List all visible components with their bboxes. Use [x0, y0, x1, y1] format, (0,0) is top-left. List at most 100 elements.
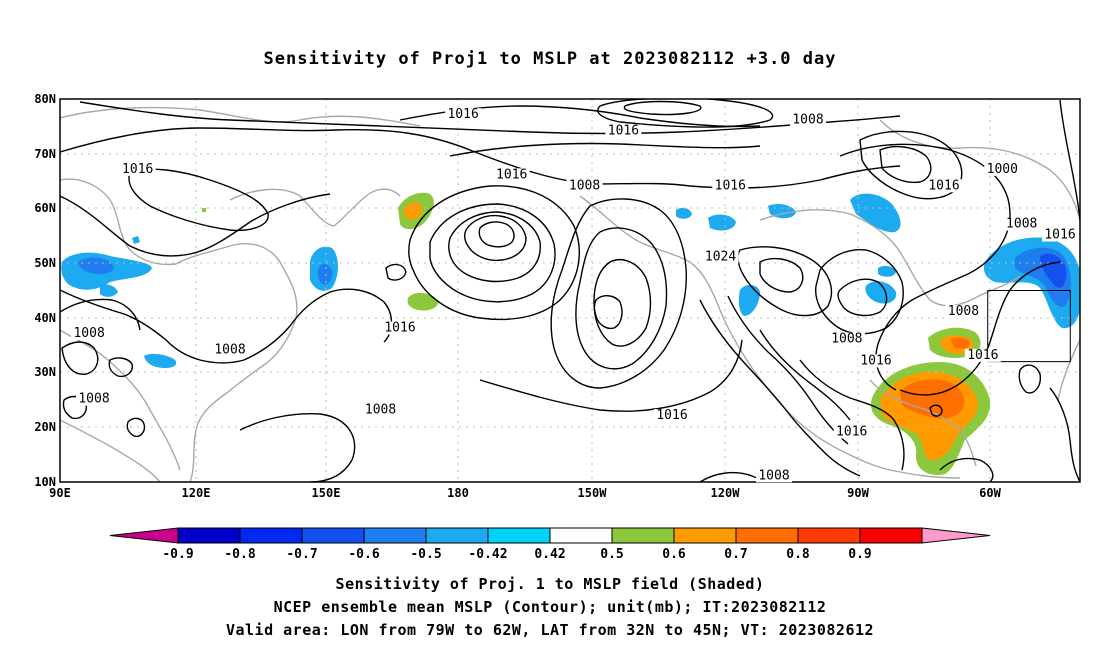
- negative-sensitivity-area: [738, 284, 760, 316]
- lat-axis: 80N 70N 60N 50N 40N 30N 20N 10N: [34, 92, 56, 489]
- lat-tick-label: 50N: [34, 256, 56, 270]
- contour-label: 1016: [1044, 228, 1075, 243]
- colorbar-label: 0.6: [662, 547, 686, 562]
- negative-sensitivity-area: [865, 281, 897, 304]
- colorbar-box: [487, 527, 551, 544]
- sensitivity-map: 1016 1008 1016 1016 1016 1008 1016 1016 1000 1008…: [34, 92, 1081, 500]
- contour-label-bg: [119, 162, 156, 176]
- colorbar-label: 0.9: [848, 547, 871, 562]
- lon-tick-label: 90W: [847, 486, 869, 500]
- positive-sensitivity-area: [950, 337, 970, 349]
- colorbar-label: 0.7: [724, 547, 747, 562]
- contour-label-bg: [756, 469, 792, 483]
- colorbar-box: [549, 527, 613, 544]
- lon-tick-label: 120W: [711, 486, 741, 500]
- colorbar-label: -0.9: [162, 547, 193, 562]
- contour-label: 1000: [987, 162, 1018, 177]
- contour-label: 1008: [73, 326, 104, 341]
- negative-sensitivity-area: [132, 236, 140, 244]
- contour-label: 1016: [447, 107, 478, 122]
- contour-label: 1008: [948, 304, 979, 319]
- contour-label: 1008: [569, 178, 600, 193]
- lat-tick-label: 70N: [34, 147, 56, 161]
- colorbar-label: -0.8: [224, 547, 255, 562]
- lon-tick-label: 180: [447, 486, 469, 500]
- colorbar-min-triangle: [109, 527, 179, 544]
- contour-label-bg: [71, 327, 108, 341]
- negative-sensitivity-area: [78, 257, 114, 274]
- colorbar-box: [301, 527, 365, 544]
- contour-label-bg: [702, 250, 739, 264]
- contour-label: 1008: [758, 468, 789, 483]
- contour-label: 1008: [792, 113, 823, 128]
- contour-label-bg: [76, 392, 112, 406]
- negative-sensitivity-area: [676, 207, 692, 219]
- contour-label-bg: [1003, 217, 1040, 231]
- caption-contour: NCEP ensemble mean MSLP (Contour); unit(…: [273, 598, 827, 616]
- colorbar: -0.9 -0.8 -0.7 -0.6 -0.5 -0.42 0.42 0.5 0.6 0.7 0.…: [109, 527, 991, 562]
- contour-label: 1016: [860, 353, 891, 368]
- contour-label-bg: [1042, 228, 1078, 242]
- colorbar-box: [425, 527, 489, 544]
- negative-sensitivity-area: [878, 265, 896, 277]
- contour-label: 1016: [384, 321, 415, 336]
- lon-tick-label: 60W: [979, 486, 1001, 500]
- contour-label-bg: [858, 354, 894, 368]
- contour-label-bg: [212, 343, 248, 357]
- contour-label: 1016: [656, 408, 687, 423]
- positive-sensitivity-area: [900, 379, 965, 419]
- colorbar-boxes: [109, 527, 991, 544]
- lat-tick-label: 20N: [34, 420, 56, 434]
- caption-shading: Sensitivity of Proj. 1 to MSLP field (Sh…: [335, 575, 765, 593]
- lat-tick-label: 30N: [34, 365, 56, 379]
- negative-sensitivity-area: [850, 193, 901, 233]
- contour-label-bg: [964, 348, 1001, 362]
- colorbar-box: [611, 527, 675, 544]
- contour-label: 1008: [1006, 217, 1037, 232]
- contour-label: 1016: [496, 167, 527, 182]
- negative-sensitivity-area: [100, 284, 118, 297]
- negative-sensitivity-area: [202, 208, 206, 212]
- contour-label-bg: [362, 403, 399, 417]
- contour-label: 1016: [608, 124, 639, 139]
- coastlines: [60, 106, 1080, 482]
- lat-tick-label: 10N: [34, 475, 56, 489]
- contour-label-bg: [945, 305, 982, 319]
- lat-tick-label: 40N: [34, 311, 56, 325]
- map-title: Sensitivity of Proj1 to MSLP at 20230821…: [263, 49, 837, 69]
- colorbar-box: [177, 527, 241, 544]
- contour-label: 1008: [214, 342, 245, 357]
- lon-tick-label: 120E: [182, 486, 211, 500]
- contour-label: 1016: [967, 348, 998, 363]
- contour-label-bg: [926, 179, 962, 193]
- negative-sensitivity-area: [144, 353, 177, 368]
- colorbar-label: -0.42: [468, 547, 507, 562]
- contour-label: 1016: [715, 178, 746, 193]
- contour-label-bg: [445, 108, 482, 122]
- colorbar-box: [735, 527, 799, 544]
- negative-sensitivity-area: [708, 214, 736, 231]
- colorbar-label: 0.42: [534, 547, 565, 562]
- colorbar-label: 0.8: [786, 547, 810, 562]
- lon-tick-label: 90E: [49, 486, 71, 500]
- colorbar-box: [797, 527, 861, 544]
- contour-label: 1016: [928, 178, 959, 193]
- contour-label: 1008: [365, 403, 396, 418]
- positive-sensitivity-area: [403, 202, 423, 220]
- lat-tick-label: 80N: [34, 92, 56, 106]
- contour-label: 1016: [836, 424, 867, 439]
- contour-label-bg: [833, 425, 870, 439]
- contour-label: 1008: [831, 331, 862, 346]
- contour-label: 1024: [705, 249, 736, 264]
- contour-label-bg: [654, 409, 690, 423]
- contour-labels: 1016 1008 1016 1016 1016 1008 1016 1016 1000 1008…: [71, 107, 1078, 483]
- contour-label: 1008: [78, 392, 109, 407]
- contour-label-bg: [382, 321, 418, 335]
- lon-tick-label: 150E: [312, 486, 341, 500]
- contour-label-bg: [605, 124, 642, 138]
- colorbar-max-triangle: [921, 527, 991, 544]
- contour-label-bg: [790, 113, 826, 127]
- lon-axis: 90E 120E 150E 180 150W 120W 90W 60W: [49, 486, 1001, 500]
- contour-label-bg: [828, 332, 865, 346]
- caption-valid-area: Valid area: LON from 79W to 62W, LAT fro…: [225, 621, 875, 639]
